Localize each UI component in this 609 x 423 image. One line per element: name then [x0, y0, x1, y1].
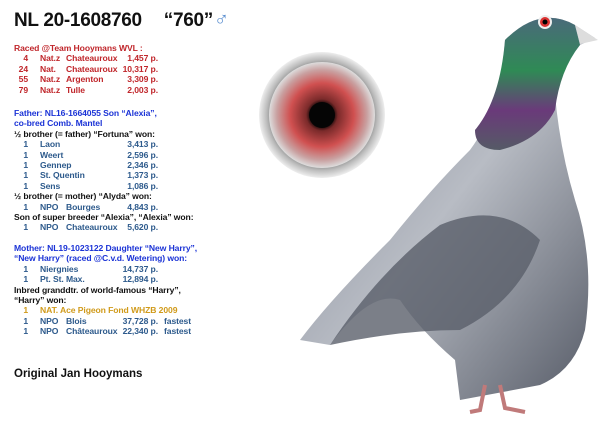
nickname: “760” [163, 10, 214, 31]
result-row: 1 Pt. St. Max. 12,894 p. [23, 274, 158, 285]
result-row: 1 NPO Bourges 4,843 p. [23, 201, 158, 212]
result-row: 1 NPO Blois 37,728 p. fastest [23, 315, 192, 326]
result-row: 55 Nat.z Argenton 3,309 p. [18, 74, 158, 85]
mother-section: Mother: NL19-1023122 Daughter “New Harry… [14, 243, 197, 337]
raced-section: Raced @Team Hooymans WVL : 4 Nat.z Chateau… [14, 43, 158, 95]
breeder-credit: Original Jan Hooymans [14, 368, 143, 380]
harry-heading: Inbred granddtr. of world-famous “Harry”… [14, 284, 181, 295]
half-brother-heading: ½ brother (= father) “Fortuna” won: [14, 128, 155, 139]
result-row: 1 Niergnies 14,737 p. [23, 263, 158, 274]
result-row: 1 Gennep 2,346 p. [23, 159, 158, 170]
ring-number: NL 20-1608760 [14, 10, 142, 31]
result-row: 1 NPO Châteauroux 22,340 p. fastest [23, 326, 192, 337]
pigeon [300, 15, 598, 414]
harry-heading: “Harry” won: [14, 294, 67, 305]
ace-row: 1 NAT. Ace Pigeon Fond WHZB 2009 [23, 305, 178, 316]
result-row: 79 Nat.z Tulle 2,003 p. [18, 84, 158, 95]
mother-line: Mother: NL19-1023122 Daughter “New Harry… [14, 243, 198, 253]
raced-heading: Raced @Team Hooymans WVL : [14, 43, 143, 53]
male-symbol-icon: ♂ [214, 9, 229, 31]
father-line: Father: NL16-1664055 Son “Alexia”, [14, 108, 157, 118]
alexia-heading: Son of super breeder “Alexia”, “Alexia” … [14, 211, 194, 222]
result-row: 1 St. Quentin 1,373 p. [23, 170, 158, 181]
result-row: 1 Weert 2,596 p. [23, 149, 158, 160]
eye-closeup [259, 52, 385, 178]
result-row: 1 NPO Chateauroux 5,620 p. [23, 222, 158, 233]
father-line: co-bred Comb. Mantel [14, 118, 103, 129]
page-title: NL 20-1608760 “760”♂ [14, 9, 229, 32]
result-row: 24 Nat. Chateauroux 10,317 p. [18, 63, 158, 74]
mother-line: “New Harry” (raced @C.v.d. Wetering) won… [14, 253, 188, 264]
father-section: Father: NL16-1664055 Son “Alexia”, co-br… [14, 108, 194, 233]
half-brother2-heading: ½ brother (= mother) “Alyda” won: [14, 191, 152, 202]
result-row: 1 Sens 1,086 p. [23, 180, 158, 191]
result-row: 1 Laon 3,413 p. [23, 139, 158, 150]
result-row: 4 Nat.z Chateauroux 1,457 p. [23, 53, 158, 64]
